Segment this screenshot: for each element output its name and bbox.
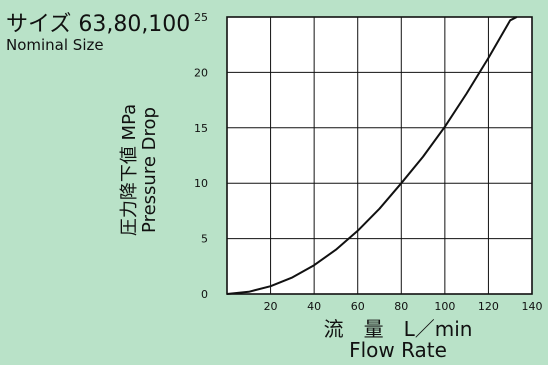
y-tick-label-25: 25 <box>194 11 208 24</box>
x-tick-label-120: 120 <box>478 300 499 313</box>
chart-subtitle: Nominal Size <box>6 36 104 54</box>
x-tick-label-20: 20 <box>264 300 278 313</box>
x-tick-label-140: 140 <box>522 300 543 313</box>
y-tick-label-5: 5 <box>201 233 208 246</box>
y-tick-label-10: 10 <box>194 177 208 190</box>
x-tick-label-60: 60 <box>351 300 365 313</box>
x-axis-label-ja: 流 量 L／min <box>323 317 473 341</box>
x-tick-label-40: 40 <box>307 300 321 313</box>
x-axis-label-en: Flow Rate <box>349 338 447 362</box>
plot-area <box>226 16 533 295</box>
y-tick-label-15: 15 <box>194 122 208 135</box>
x-tick-label-100: 100 <box>434 300 455 313</box>
y-tick-label-0: 0 <box>201 288 208 301</box>
chart-title: サイズ 63,80,100 <box>6 12 191 37</box>
series-line-0 <box>226 16 518 295</box>
x-tick-label-80: 80 <box>394 300 408 313</box>
y-tick-label-20: 20 <box>194 66 208 79</box>
